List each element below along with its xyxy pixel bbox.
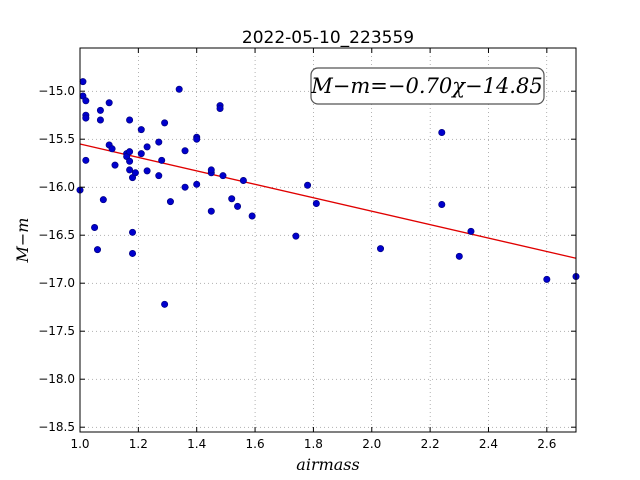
y-tick-label: −18.0 bbox=[38, 372, 75, 386]
data-point bbox=[96, 106, 104, 114]
data-point bbox=[304, 181, 312, 189]
data-point bbox=[143, 167, 151, 175]
x-tick-label: 2.4 bbox=[479, 437, 498, 451]
data-point bbox=[131, 169, 139, 177]
y-tick-label: −15.5 bbox=[38, 132, 75, 146]
data-point bbox=[126, 157, 134, 165]
y-axis-label: M−m bbox=[13, 218, 32, 264]
data-point bbox=[181, 147, 189, 155]
data-point bbox=[158, 156, 166, 164]
data-point bbox=[94, 246, 102, 254]
data-points bbox=[76, 78, 580, 308]
data-point bbox=[91, 224, 99, 232]
x-axis-label: airmass bbox=[296, 455, 359, 474]
y-tick-label: −16.5 bbox=[38, 228, 75, 242]
plot-frame bbox=[79, 47, 577, 433]
y-tick-label: −18.5 bbox=[38, 420, 75, 434]
x-tick-label: 1.4 bbox=[187, 437, 206, 451]
data-point bbox=[79, 78, 87, 86]
data-point bbox=[99, 196, 107, 204]
data-point bbox=[161, 300, 169, 308]
data-point bbox=[82, 114, 90, 122]
data-point bbox=[312, 200, 320, 208]
data-point bbox=[175, 85, 183, 93]
data-point bbox=[543, 275, 551, 283]
data-point bbox=[438, 200, 446, 208]
data-point bbox=[137, 150, 145, 158]
x-tick-label: 2.0 bbox=[362, 437, 381, 451]
data-point bbox=[111, 161, 119, 169]
data-point bbox=[105, 99, 113, 107]
data-point bbox=[126, 148, 134, 156]
fit-equation-text: M−m=−0.70χ−14.85 bbox=[310, 74, 542, 98]
y-tick-label: −17.0 bbox=[38, 276, 75, 290]
data-point bbox=[155, 138, 163, 146]
data-point bbox=[292, 232, 300, 240]
y-tick-label: −16.0 bbox=[38, 180, 75, 194]
x-tick-label: 2.6 bbox=[537, 437, 556, 451]
data-point bbox=[239, 176, 247, 184]
data-point bbox=[248, 212, 256, 220]
fit-equation-annotation: M−m=−0.70χ−14.85 bbox=[310, 67, 545, 105]
data-point bbox=[181, 183, 189, 191]
data-point bbox=[438, 128, 446, 136]
data-point bbox=[129, 228, 137, 236]
data-point bbox=[228, 195, 236, 203]
x-tick-label: 1.8 bbox=[304, 437, 323, 451]
y-tick-label: −17.5 bbox=[38, 324, 75, 338]
grid-lines bbox=[79, 48, 576, 432]
fit-line-group bbox=[79, 143, 577, 259]
y-tick-label: −15.0 bbox=[38, 84, 75, 98]
x-tick-labels: 1.0 1.2 1.4 1.6 1.8 2.0 2.2 2.4 2.6 bbox=[70, 437, 556, 451]
data-point bbox=[207, 207, 215, 215]
x-tick-label: 1.0 bbox=[70, 437, 89, 451]
x-tick-label: 2.2 bbox=[421, 437, 440, 451]
x-tick-label: 1.6 bbox=[246, 437, 265, 451]
chart-title: 2022-05-10_223559 bbox=[242, 28, 414, 48]
data-point bbox=[108, 145, 116, 153]
data-point bbox=[126, 116, 134, 124]
annotation-box bbox=[310, 67, 545, 105]
data-point bbox=[137, 126, 145, 134]
data-point bbox=[467, 227, 475, 235]
data-point bbox=[82, 156, 90, 164]
data-point bbox=[96, 116, 104, 124]
data-point bbox=[455, 252, 463, 260]
data-point bbox=[377, 245, 385, 253]
data-point bbox=[161, 119, 169, 127]
data-point bbox=[193, 180, 201, 188]
data-point bbox=[166, 198, 174, 206]
data-point bbox=[193, 135, 201, 143]
axis-ticks bbox=[79, 48, 576, 432]
fit-line bbox=[79, 143, 577, 259]
data-point bbox=[82, 97, 90, 105]
data-point bbox=[155, 172, 163, 180]
y-tick-labels: −15.0 −15.5 −16.0 −16.5 −17.0 −17.5 −18.0 −18.5 bbox=[38, 84, 75, 434]
x-tick-label: 1.2 bbox=[129, 437, 148, 451]
data-point bbox=[207, 166, 215, 174]
data-point bbox=[219, 172, 227, 180]
data-point bbox=[129, 249, 137, 257]
data-point bbox=[234, 202, 242, 210]
data-point bbox=[143, 143, 151, 151]
data-point bbox=[216, 104, 224, 112]
data-point bbox=[126, 166, 134, 174]
